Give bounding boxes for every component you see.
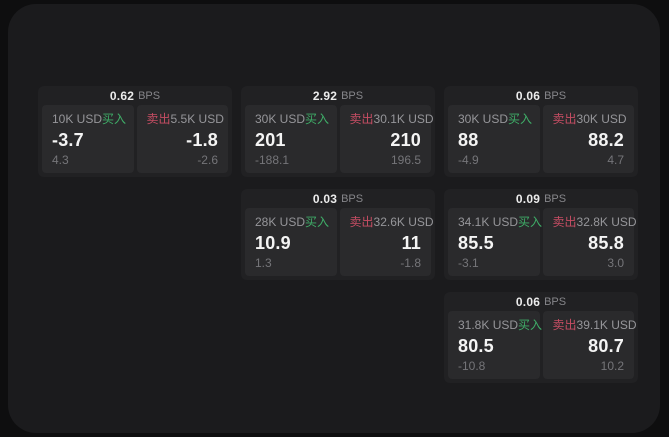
bps-value: 0.09 [515, 191, 541, 206]
sell-label: 卖出 [349, 112, 374, 126]
sell-price: 210 [390, 130, 421, 150]
buy-change: 4.3 [52, 153, 69, 167]
bps-value: 2.92 [312, 88, 338, 103]
bps-header: 0.09 BPS [444, 189, 638, 208]
bps-unit-label: BPS [138, 89, 161, 102]
sell-change: -2.6 [197, 153, 218, 167]
quote-card-6: 0.06 BPS 31.8K USD 买入 80.5 -10.8 卖出 39.1… [444, 292, 638, 383]
sell-label: 卖出 [552, 318, 577, 332]
sell-pane[interactable]: 卖出 32.6K USD 11 -1.8 [339, 208, 434, 276]
buy-amount: 28K USD [255, 215, 306, 229]
bps-value: 0.06 [515, 294, 541, 309]
sell-amount: 32.8K USD [576, 215, 637, 229]
buy-change: -188.1 [255, 153, 290, 167]
buy-label: 买入 [102, 112, 127, 126]
sell-change: 10.2 [600, 359, 624, 373]
bps-header: 0.06 BPS [444, 86, 638, 105]
buy-price: 201 [255, 130, 286, 150]
bps-header: 0.62 BPS [38, 86, 232, 105]
buy-label: 买入 [305, 112, 330, 126]
buy-price: -3.7 [52, 130, 84, 150]
buy-pane[interactable]: 34.1K USD 买入 85.5 -3.1 [448, 208, 543, 276]
sell-amount: 32.6K USD [373, 215, 434, 229]
buy-amount: 30K USD [255, 112, 306, 126]
buy-amount: 30K USD [458, 112, 509, 126]
quote-panes: 30K USD 买入 201 -188.1 卖出 30.1K USD 210 1… [241, 105, 435, 177]
buy-pane[interactable]: 30K USD 买入 201 -188.1 [245, 105, 337, 173]
bps-unit-label: BPS [544, 192, 567, 205]
quote-cards-grid: 0.62 BPS 10K USD 买入 -3.7 4.3 卖出 5.5K USD… [38, 86, 638, 383]
sell-label: 卖出 [552, 112, 577, 126]
buy-change: -4.9 [458, 153, 479, 167]
sell-price: 88.2 [588, 130, 624, 150]
buy-price: 85.5 [458, 233, 494, 253]
sell-amount: 30K USD [576, 112, 627, 126]
bps-value: 0.03 [312, 191, 338, 206]
sell-amount: 39.1K USD [576, 318, 637, 332]
sell-change: -1.8 [400, 256, 421, 270]
buy-amount: 34.1K USD [458, 215, 519, 229]
bps-header: 0.06 BPS [444, 292, 638, 311]
sell-amount: 30.1K USD [373, 112, 434, 126]
bps-value: 0.62 [109, 88, 135, 103]
sell-pane[interactable]: 卖出 30.1K USD 210 196.5 [339, 105, 434, 173]
sell-price: 85.8 [588, 233, 624, 253]
buy-label: 买入 [518, 318, 543, 332]
sell-pane[interactable]: 卖出 32.8K USD 85.8 3.0 [542, 208, 637, 276]
sell-pane[interactable]: 卖出 5.5K USD -1.8 -2.6 [136, 105, 228, 173]
buy-pane[interactable]: 10K USD 买入 -3.7 4.3 [42, 105, 134, 173]
buy-label: 买入 [518, 215, 543, 229]
quote-panes: 30K USD 买入 88 -4.9 卖出 30K USD 88.2 4.7 [444, 105, 638, 177]
sell-pane[interactable]: 卖出 30K USD 88.2 4.7 [542, 105, 634, 173]
quote-card-2: 2.92 BPS 30K USD 买入 201 -188.1 卖出 30.1K … [241, 86, 435, 177]
buy-change: -10.8 [458, 359, 486, 373]
buy-label: 买入 [305, 215, 330, 229]
sell-price: 11 [401, 233, 421, 253]
bps-unit-label: BPS [544, 89, 567, 102]
sell-pane[interactable]: 卖出 39.1K USD 80.7 10.2 [542, 311, 637, 379]
bps-header: 0.03 BPS [241, 189, 435, 208]
bps-unit-label: BPS [341, 192, 364, 205]
bps-unit-label: BPS [341, 89, 364, 102]
quote-panes: 10K USD 买入 -3.7 4.3 卖出 5.5K USD -1.8 -2.… [38, 105, 232, 177]
sell-change: 4.7 [607, 153, 624, 167]
quote-panes: 31.8K USD 买入 80.5 -10.8 卖出 39.1K USD 80.… [444, 311, 638, 383]
buy-amount: 31.8K USD [458, 318, 519, 332]
buy-price: 88 [458, 130, 479, 150]
quote-card-1: 0.62 BPS 10K USD 买入 -3.7 4.3 卖出 5.5K USD… [38, 86, 232, 177]
buy-price: 10.9 [255, 233, 291, 253]
buy-pane[interactable]: 28K USD 买入 10.9 1.3 [245, 208, 337, 276]
buy-price: 80.5 [458, 336, 494, 356]
sell-change: 3.0 [607, 256, 624, 270]
quote-card-3: 0.06 BPS 30K USD 买入 88 -4.9 卖出 30K USD 8… [444, 86, 638, 177]
buy-change: -3.1 [458, 256, 479, 270]
quote-panes: 28K USD 买入 10.9 1.3 卖出 32.6K USD 11 -1.8 [241, 208, 435, 280]
sell-label: 卖出 [552, 215, 577, 229]
buy-change: 1.3 [255, 256, 272, 270]
buy-pane[interactable]: 31.8K USD 买入 80.5 -10.8 [448, 311, 543, 379]
sell-price: -1.8 [186, 130, 218, 150]
quote-card-5: 0.09 BPS 34.1K USD 买入 85.5 -3.1 卖出 32.8K… [444, 189, 638, 280]
bps-header: 2.92 BPS [241, 86, 435, 105]
buy-label: 买入 [508, 112, 533, 126]
sell-change: 196.5 [390, 153, 421, 167]
quote-card-4: 0.03 BPS 28K USD 买入 10.9 1.3 卖出 32.6K US… [241, 189, 435, 280]
sell-label: 卖出 [349, 215, 374, 229]
buy-amount: 10K USD [52, 112, 103, 126]
quote-panes: 34.1K USD 买入 85.5 -3.1 卖出 32.8K USD 85.8… [444, 208, 638, 280]
sell-price: 80.7 [588, 336, 624, 356]
bps-value: 0.06 [515, 88, 541, 103]
buy-pane[interactable]: 30K USD 买入 88 -4.9 [448, 105, 540, 173]
sell-label: 卖出 [146, 112, 171, 126]
bps-unit-label: BPS [544, 295, 567, 308]
sell-amount: 5.5K USD [170, 112, 224, 126]
